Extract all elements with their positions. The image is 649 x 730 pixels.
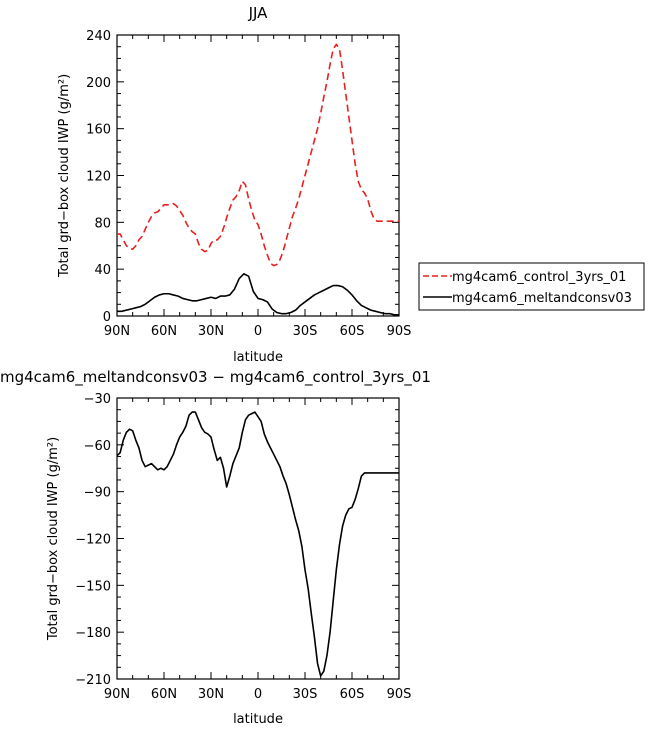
legend-box (418, 262, 645, 311)
x-tick-label: 90S (387, 687, 412, 702)
y-tick-label: −210 (75, 673, 111, 688)
plot-frame (116, 397, 400, 680)
x-tick-label: 60S (340, 324, 365, 339)
y-tick-label: 160 (86, 123, 111, 138)
x-axis-label: latitude (233, 712, 283, 727)
top-panel: JJA 90N 60N 30N 0 30S 60S 90S 0 40 80 120 160 200 240 l… (57, 4, 411, 365)
chart-title: mg4cam6_meltandconsv03 − mg4cam6_control… (0, 368, 431, 387)
y-tick-label: 120 (86, 170, 111, 185)
y-tick-label: 240 (86, 29, 111, 44)
y-tick-label: 0 (103, 310, 111, 325)
x-tick-label: 90N (104, 324, 130, 339)
y-axis-label: Total grd−box cloud IWP (g/m²) (46, 437, 61, 641)
series-line-mg4cam6-meltandconsv03 (117, 273, 399, 316)
x-tick-label: 60S (340, 687, 365, 702)
y-tick-label: 80 (94, 216, 111, 231)
x-tick-label: 0 (254, 687, 262, 702)
y-tick-label: −180 (75, 626, 111, 641)
series-line-mg4cam6-control-3yrs-01 (117, 43, 399, 267)
y-tick-label: −120 (75, 533, 111, 548)
x-tick-label: 30N (198, 324, 224, 339)
legend-label: mg4cam6_control_3yrs_01 (452, 270, 626, 285)
x-tick-label: 60N (151, 687, 177, 702)
legend-label: mg4cam6_meltandconsv03 (452, 291, 632, 306)
x-tick-label: 60N (151, 324, 177, 339)
series-line-difference (116, 411, 399, 677)
y-tick-label: −90 (84, 486, 111, 501)
legend: mg4cam6_control_3yrs_01 mg4cam6_meltandco… (418, 262, 645, 311)
x-axis-label: latitude (233, 350, 283, 365)
x-tick-label: 90N (104, 687, 130, 702)
y-tick-label: −30 (84, 392, 111, 407)
x-tick-label: 0 (254, 324, 262, 339)
chart-title: JJA (248, 4, 269, 22)
y-tick-label: 200 (86, 76, 111, 91)
y-tick-label: 40 (94, 263, 111, 278)
x-tick-label: 90S (387, 324, 412, 339)
bottom-panel: mg4cam6_meltandconsv03 − mg4cam6_control… (0, 368, 431, 727)
x-tick-label: 30S (293, 324, 318, 339)
y-tick-label: −150 (75, 579, 111, 594)
y-tick-label: −60 (84, 439, 111, 454)
y-axis-label: Total grd−box cloud IWP (g/m²) (57, 74, 72, 278)
x-tick-label: 30N (198, 687, 224, 702)
x-tick-label: 30S (293, 687, 318, 702)
